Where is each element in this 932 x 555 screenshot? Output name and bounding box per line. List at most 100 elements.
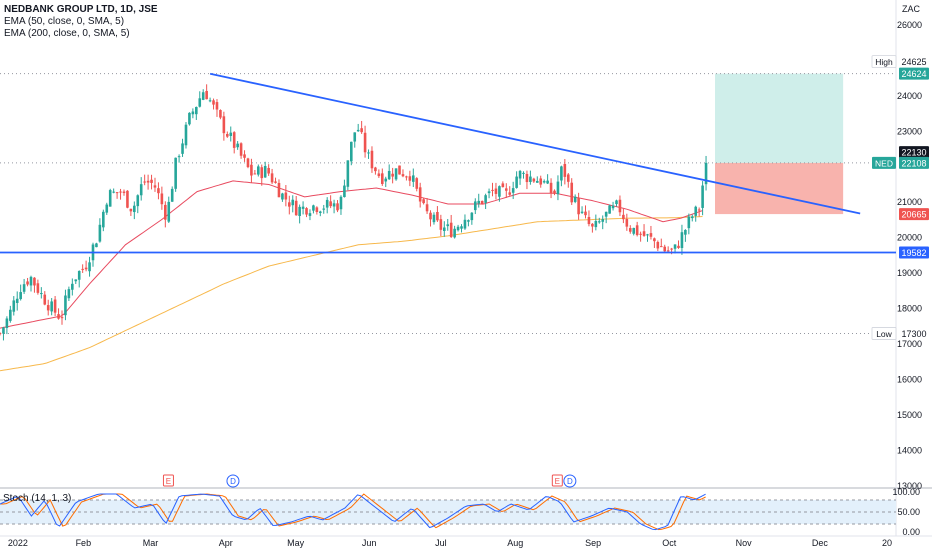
candle-body <box>587 216 591 225</box>
candle-body <box>511 188 515 193</box>
candle-body <box>566 174 570 182</box>
candle-body <box>346 160 350 187</box>
candle-body <box>453 228 456 238</box>
event-marker-label: D <box>567 477 573 486</box>
candle-body <box>353 132 357 142</box>
candle-body <box>177 156 181 158</box>
stoch-k-line <box>0 493 706 531</box>
candle-body <box>632 227 636 234</box>
candle-body <box>160 193 164 205</box>
price-label-value: 19582 <box>901 248 926 258</box>
candle-body <box>642 231 646 236</box>
candle-body <box>243 154 246 158</box>
price-tag-bg <box>872 156 896 169</box>
candle-body <box>195 106 198 115</box>
candle-body <box>40 293 43 295</box>
x-tick-label: Apr <box>219 538 233 548</box>
candle-body <box>57 314 60 319</box>
candle-body <box>659 246 663 248</box>
candle-body <box>487 191 491 194</box>
y-tick-label: 13000 <box>897 481 922 491</box>
candle-body <box>377 173 381 177</box>
candle-body <box>460 226 463 229</box>
candle-body <box>387 170 391 180</box>
candle-body <box>425 204 429 212</box>
candle-body <box>677 245 680 248</box>
candle-body <box>628 228 632 232</box>
y-tick-label: 15000 <box>897 410 922 420</box>
x-tick-label: Nov <box>736 538 753 548</box>
dividend-marker <box>226 474 240 488</box>
price-tag-label: Low <box>876 329 892 339</box>
candle-body <box>325 199 329 208</box>
candle-body <box>625 218 629 227</box>
candle-body <box>350 141 353 162</box>
y-tick-label: 18000 <box>897 304 922 314</box>
candle-body <box>53 299 57 313</box>
candle-body <box>232 132 236 148</box>
candle-body <box>19 292 22 300</box>
candle-body <box>446 224 450 227</box>
price-label-bg <box>899 246 929 259</box>
price-label-value: 17300 <box>901 329 926 339</box>
legend-symbol: NEDBANK GROUP LTD, 1D, JSE <box>4 4 158 15</box>
candle-body <box>694 206 698 216</box>
candle-body <box>556 181 560 195</box>
candle-body <box>222 116 226 134</box>
candle-body <box>139 184 143 196</box>
candle-body <box>570 182 574 203</box>
y-tick-label: 16000 <box>897 375 922 385</box>
x-tick-label: Dec <box>812 538 829 548</box>
candle-body <box>315 207 319 212</box>
candle-body <box>504 188 508 191</box>
candle-body <box>136 195 140 207</box>
candle-body <box>401 174 405 177</box>
price-label-value: 24624 <box>901 69 926 79</box>
currency-label: ZAC <box>902 4 920 14</box>
candle-body <box>560 166 563 181</box>
y-tick-label: 21000 <box>897 197 922 207</box>
x-tick-label: May <box>287 538 305 548</box>
candle-body <box>584 211 587 216</box>
candle-body <box>429 212 432 220</box>
candle-body <box>167 201 171 222</box>
candle-body <box>611 205 615 209</box>
stoch-tick-label: 100.00 <box>892 487 920 497</box>
price-label-bg <box>899 67 929 80</box>
candle-body <box>250 164 253 176</box>
candle-body <box>663 246 667 252</box>
candle-body <box>591 223 594 227</box>
candle-body <box>601 219 605 222</box>
candle-body <box>71 283 74 290</box>
x-tick-label: Sep <box>585 538 601 548</box>
candle-body <box>0 333 2 335</box>
candle-body <box>5 318 9 328</box>
earnings-marker <box>162 474 174 487</box>
ema50-line <box>0 180 703 329</box>
candle-body <box>67 289 71 299</box>
candle-body <box>50 301 53 312</box>
candle-body <box>77 271 81 280</box>
candle-body <box>635 225 639 236</box>
candle-body <box>374 167 377 172</box>
candle-body <box>74 279 78 282</box>
candle-body <box>653 238 656 242</box>
candle-body <box>9 309 12 321</box>
candle-body <box>108 190 112 207</box>
candle-body <box>284 192 288 200</box>
candle-body <box>184 124 188 146</box>
candle-body <box>291 199 295 206</box>
candle-body <box>191 111 195 115</box>
ema200-line <box>0 216 703 372</box>
candle-body <box>281 193 284 200</box>
x-tick-label: Mar <box>143 538 159 548</box>
stoch-tick-label: 50.00 <box>897 507 920 517</box>
candle-body <box>394 168 398 180</box>
candle-body <box>146 180 150 183</box>
candle-body <box>384 178 388 182</box>
y-tick-label: 20000 <box>897 233 922 243</box>
candle-body <box>687 216 691 229</box>
price-tag-label: NED <box>875 158 893 168</box>
candle-body <box>332 203 336 207</box>
